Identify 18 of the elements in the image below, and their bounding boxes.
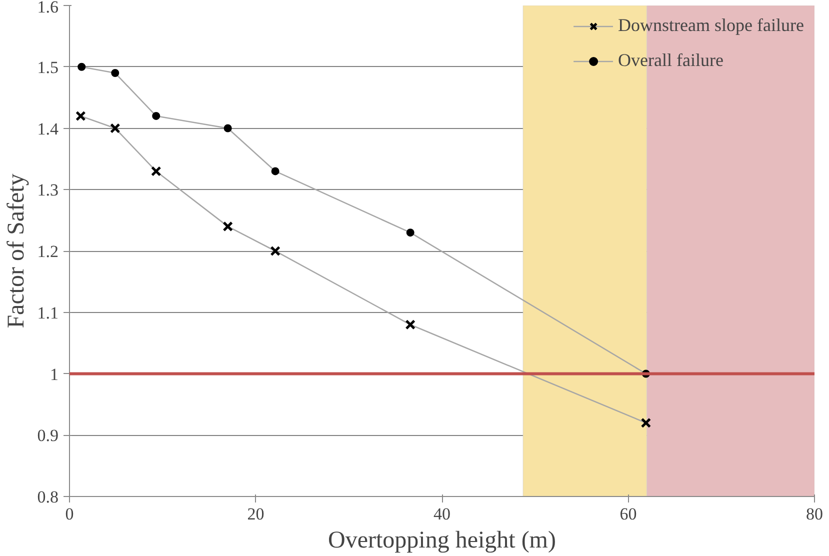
y-tick-label: 1.2 [37, 242, 58, 261]
y-tick-label: 1.4 [37, 119, 59, 138]
y-axis-title: Factor of Safety [3, 174, 30, 328]
x-tick-label: 60 [620, 504, 637, 524]
y-tick-label: 1 [50, 364, 58, 384]
y-tick-label: 1.5 [37, 58, 58, 77]
y-tick-label: 1.1 [37, 303, 58, 322]
y-tick-label: 1.6 [37, 0, 58, 16]
y-tick-label: 1.3 [37, 180, 58, 200]
legend-label: Downstream slope failure [618, 15, 804, 36]
x-axis-title: Overtopping height (m) [328, 528, 556, 554]
x-tick-label: 80 [806, 504, 823, 524]
x-tick-label: 40 [434, 504, 450, 524]
legend-label: Overall failure [618, 50, 724, 71]
y-tick-label: 0.9 [37, 426, 58, 446]
x-tick-label: 0 [65, 504, 74, 524]
x-tick-label: 20 [247, 504, 264, 524]
y-tick-label: 0.8 [37, 488, 58, 506]
